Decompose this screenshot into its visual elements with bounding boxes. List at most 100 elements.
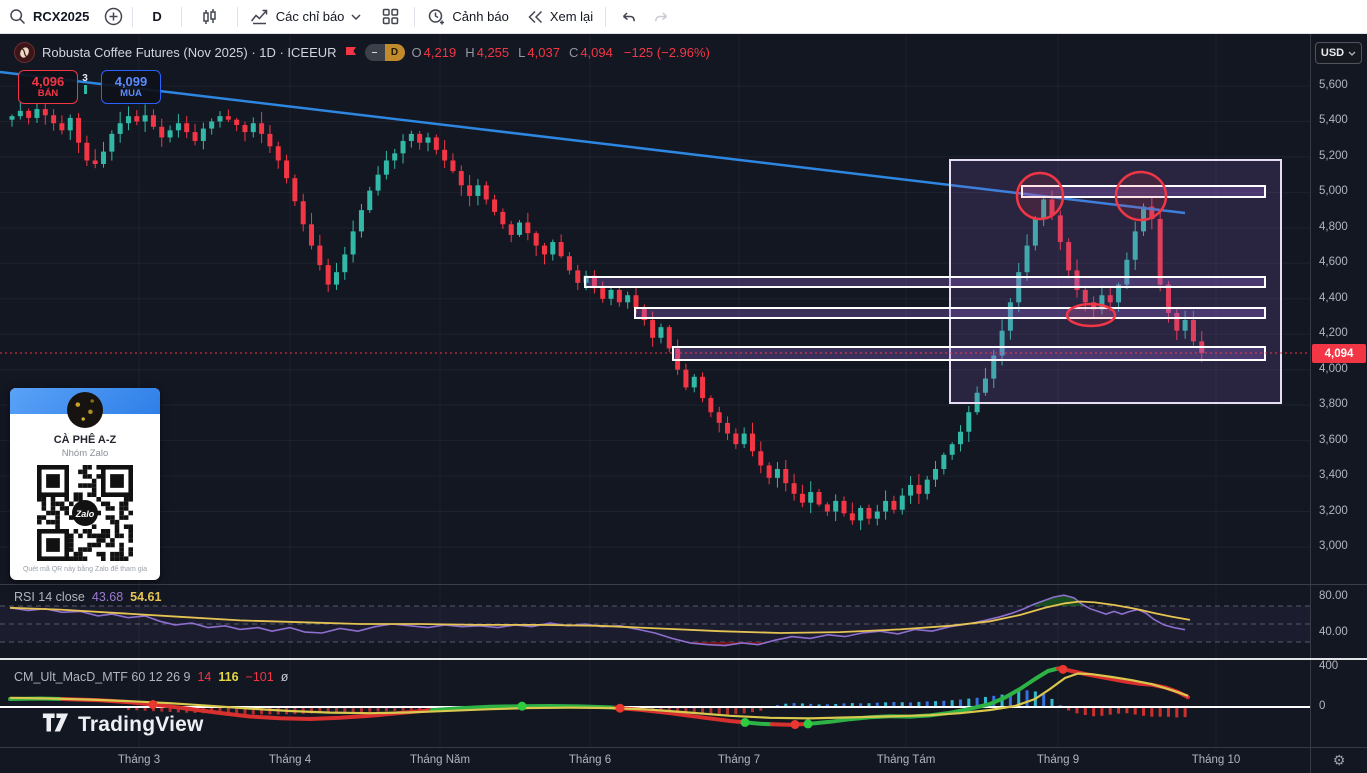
candle-body <box>117 123 123 134</box>
candle-body <box>34 109 40 118</box>
indicators-button[interactable]: Các chỉ báo <box>241 0 371 34</box>
candle-body <box>275 146 281 161</box>
toggle-minus: – <box>364 44 385 61</box>
macd-hist-bar <box>875 702 879 707</box>
replay-button[interactable]: Xem lại <box>518 0 602 34</box>
candle-body <box>1174 312 1180 331</box>
macd-hist-bar <box>967 698 971 707</box>
pattern-circle[interactable] <box>1065 302 1117 328</box>
candle-body <box>616 289 622 303</box>
rsi-ma-line <box>9 600 1191 634</box>
chart-canvas[interactable] <box>0 34 1310 747</box>
macd-hist-bar <box>351 707 355 713</box>
divider <box>180 6 182 27</box>
macd-hist-bar <box>393 707 397 711</box>
macd-hist-bar <box>717 707 721 715</box>
candle-body <box>891 500 897 510</box>
redo-icon[interactable] <box>647 9 677 25</box>
month-label: Tháng 7 <box>717 754 761 766</box>
sell-button[interactable]: 4,096 BÁN <box>18 70 78 104</box>
candle-body <box>1149 206 1155 219</box>
price-axis[interactable]: USD 5,600 5,400 5,200 5,000 4,800 4,600 4,400 4… <box>1310 34 1367 747</box>
rsi-value: 43.68 <box>91 590 124 604</box>
symbol-search[interactable]: RCX2025 <box>0 0 98 34</box>
candle-body <box>541 245 547 255</box>
gear-icon[interactable]: ⚙ <box>1332 752 1346 768</box>
candle-body <box>949 444 955 455</box>
chart-legend: Robusta Coffee Futures (Nov 2025) · 1D ·… <box>14 42 710 63</box>
macd-legend[interactable]: CM_Ult_MacD_MTF 60 12 26 9 14 116 −101 ø <box>14 670 289 684</box>
candle-body <box>84 142 90 161</box>
qr-card-title: CÀ PHÊ A-Z <box>53 434 117 446</box>
pattern-circle[interactable] <box>1114 170 1168 222</box>
macd-hist-bar <box>950 700 954 707</box>
add-symbol-icon[interactable] <box>98 7 129 26</box>
candle-body <box>1165 284 1171 313</box>
macd-hist-bar <box>143 707 147 711</box>
rsi-axis-tick: 80.00 <box>1319 590 1348 602</box>
flag-icon[interactable] <box>344 45 358 61</box>
macd-hist-bar <box>135 707 139 711</box>
price-tick: 4,800 <box>1319 220 1348 233</box>
candle-body <box>92 160 98 165</box>
candle-body <box>691 376 697 388</box>
price-tick: 4,200 <box>1319 327 1348 340</box>
rsi-legend[interactable]: RSI 14 close 43.68 54.61 <box>14 590 162 604</box>
candle-body <box>1049 199 1055 216</box>
coffee-bean-icon <box>14 42 35 63</box>
month-label: Tháng 3 <box>117 754 161 766</box>
buy-button[interactable]: 4,099 MUA <box>101 70 161 104</box>
macd-hist-bar <box>684 707 688 714</box>
macd-hist-bar <box>1183 707 1187 718</box>
rsi-axis-tick: 40.00 <box>1319 626 1348 638</box>
price-zone-band[interactable] <box>634 307 1266 319</box>
macd-hist-bar <box>176 707 180 713</box>
candle-body <box>991 355 997 379</box>
macd-hist-bar <box>418 707 422 710</box>
layout-grid-icon[interactable] <box>370 8 411 25</box>
macd-hist-bar <box>709 707 713 715</box>
macd-hist-bar <box>917 701 921 707</box>
candle-body <box>741 433 747 445</box>
chart-style-icon[interactable] <box>185 8 234 26</box>
macd-hist-bar <box>975 697 979 707</box>
candle-body <box>608 289 614 299</box>
interval-button[interactable]: D <box>152 9 162 24</box>
pane-separator[interactable] <box>0 658 1367 660</box>
candle-body <box>392 153 398 161</box>
candle-body <box>192 132 198 141</box>
macd-hist-bar <box>1133 707 1137 715</box>
macd-hist-bar <box>126 707 130 710</box>
price-zone-band[interactable] <box>584 276 1266 288</box>
macd-hist-bar <box>859 703 863 707</box>
alert-button[interactable]: Cảnh báo <box>418 0 517 34</box>
candle-body <box>933 468 939 480</box>
time-axis[interactable]: Tháng 3 Tháng 4 Tháng Năm Tháng 6 Tháng 7 Thá… <box>0 747 1310 773</box>
pane-separator[interactable] <box>0 584 1367 585</box>
candle-body <box>1032 218 1038 246</box>
toggle-interval: D <box>384 44 405 61</box>
indicator-toggle[interactable]: – D <box>364 44 405 61</box>
symbol-title[interactable]: Robusta Coffee Futures (Nov 2025) · 1D ·… <box>42 45 337 60</box>
macd-hist-bar <box>659 707 663 712</box>
candle-body <box>774 468 780 478</box>
macd-hist-bar <box>1092 707 1096 717</box>
candle-body <box>458 171 464 186</box>
symbol-label: RCX2025 <box>33 9 90 24</box>
currency-button[interactable]: USD <box>1315 42 1362 64</box>
mini-candle <box>83 85 87 94</box>
candle-body <box>134 116 140 122</box>
candle-body <box>109 133 115 152</box>
macd-hist-bar <box>834 703 838 707</box>
candle-body <box>250 123 256 133</box>
macd-hist-bar <box>983 696 987 707</box>
pattern-circle[interactable] <box>1015 171 1065 221</box>
macd-hist-bar <box>359 707 363 713</box>
trendline[interactable] <box>0 70 1186 215</box>
divider <box>132 6 134 27</box>
candle-body <box>467 185 473 196</box>
macd-hist-bar <box>750 707 754 713</box>
price-zone-band[interactable] <box>1021 185 1266 198</box>
undo-icon[interactable] <box>609 9 647 25</box>
